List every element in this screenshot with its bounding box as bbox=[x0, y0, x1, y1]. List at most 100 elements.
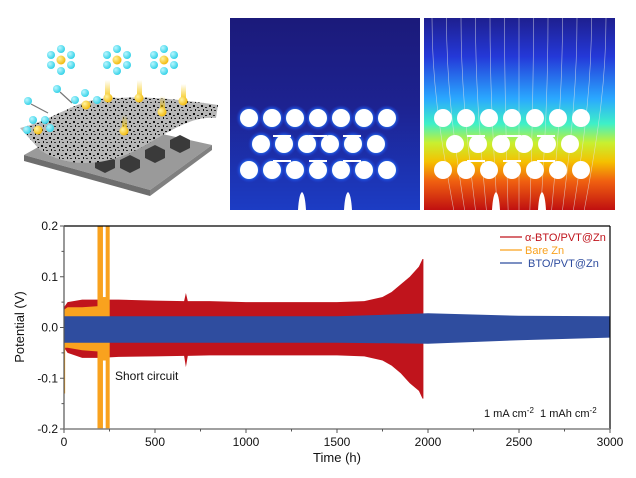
particle bbox=[503, 109, 521, 127]
particle bbox=[355, 109, 373, 127]
y-tick-label: 0.1 bbox=[41, 270, 58, 284]
desolvation-ions bbox=[23, 85, 101, 135]
x-tick-label: 2500 bbox=[506, 435, 533, 449]
particle bbox=[378, 109, 396, 127]
sheet-fragment bbox=[503, 160, 521, 162]
streamline bbox=[446, 18, 465, 210]
particle bbox=[286, 161, 304, 179]
streamline bbox=[540, 18, 549, 210]
dendrite-tip bbox=[492, 192, 500, 210]
x-tick-label: 1500 bbox=[324, 435, 351, 449]
particle bbox=[275, 135, 293, 153]
series-bto-envelope bbox=[64, 313, 610, 344]
particle bbox=[480, 161, 498, 179]
svg-text:BTO/PVT@Zn: BTO/PVT@Zn bbox=[528, 258, 599, 270]
particle bbox=[457, 161, 475, 179]
streamline bbox=[562, 18, 578, 210]
particle bbox=[263, 161, 281, 179]
particle bbox=[309, 109, 327, 127]
dendrite-tip bbox=[538, 192, 546, 210]
sheet-fragment bbox=[537, 160, 555, 162]
solvated-zn-clusters bbox=[47, 45, 178, 75]
sheet-fragment bbox=[537, 135, 555, 137]
streamline bbox=[529, 18, 534, 210]
particle bbox=[367, 135, 385, 153]
porous-coating-layer bbox=[20, 97, 218, 163]
sheet-fragment bbox=[467, 135, 485, 137]
particle bbox=[572, 161, 590, 179]
streamline bbox=[475, 18, 487, 210]
potential-map bbox=[424, 18, 615, 210]
x-tick-label: 3000 bbox=[597, 435, 624, 449]
x-tick-label: 2000 bbox=[415, 435, 442, 449]
svg-text:α-BTO/PVT@Zn: α-BTO/PVT@Zn bbox=[525, 232, 606, 244]
dendrite-tip bbox=[344, 192, 352, 210]
particle bbox=[344, 135, 362, 153]
sheet-fragment bbox=[343, 135, 361, 137]
y-axis-title: Potential (V) bbox=[12, 291, 27, 363]
particle bbox=[332, 109, 350, 127]
particle bbox=[434, 109, 452, 127]
streamline bbox=[489, 18, 498, 210]
sheet-fragment bbox=[273, 160, 291, 162]
particle bbox=[526, 161, 544, 179]
y-tick-label: -0.2 bbox=[37, 422, 58, 436]
zn-ion-beams bbox=[103, 80, 188, 136]
streamline bbox=[504, 18, 509, 210]
electric-field-map bbox=[230, 18, 420, 210]
particle bbox=[549, 161, 567, 179]
streamline bbox=[583, 18, 607, 210]
streamline bbox=[551, 18, 563, 210]
sheet-fragment bbox=[309, 160, 327, 162]
legend-item-bto: BTO/PVT@Zn bbox=[500, 258, 599, 270]
particle bbox=[538, 135, 556, 153]
particle bbox=[298, 135, 316, 153]
y-tick-label: 0.0 bbox=[41, 321, 58, 335]
particle bbox=[492, 135, 510, 153]
x-tick-label: 0 bbox=[61, 435, 68, 449]
x-tick-label: 500 bbox=[145, 435, 165, 449]
legend: α-BTO/PVT@Zn Bare Zn BTO/PVT@Zn bbox=[500, 232, 606, 270]
sheet-fragment bbox=[273, 135, 291, 137]
x-axis-title: Time (h) bbox=[313, 450, 361, 465]
particle bbox=[526, 109, 544, 127]
particle bbox=[355, 161, 373, 179]
particle bbox=[240, 109, 258, 127]
particle bbox=[457, 109, 475, 127]
series-layer bbox=[63, 226, 610, 429]
sheet-fragment bbox=[467, 160, 485, 162]
particle bbox=[252, 135, 270, 153]
sheet-fragment bbox=[309, 135, 327, 137]
streamline bbox=[431, 18, 455, 210]
particle bbox=[446, 135, 464, 153]
x-tick-label: 1000 bbox=[233, 435, 260, 449]
y-tick-label: 0.2 bbox=[41, 219, 58, 233]
streamline bbox=[573, 18, 592, 210]
particle bbox=[286, 109, 304, 127]
legend-item-alpha-bto: α-BTO/PVT@Zn bbox=[500, 232, 606, 244]
cycling-chart: 0 500 1000 1500 2000 2500 3000 -0.2 -0.1 0.0 0.1 0… bbox=[12, 219, 624, 465]
sheet-fragment bbox=[503, 135, 521, 137]
particle bbox=[434, 161, 452, 179]
particle bbox=[480, 109, 498, 127]
svg-text:Bare Zn: Bare Zn bbox=[525, 245, 564, 257]
sheet-fragment bbox=[343, 160, 361, 162]
particle bbox=[561, 135, 579, 153]
particle bbox=[332, 161, 350, 179]
streamline bbox=[460, 18, 476, 210]
particle bbox=[572, 109, 590, 127]
particle bbox=[469, 135, 487, 153]
particle bbox=[309, 161, 327, 179]
particle bbox=[378, 161, 396, 179]
legend-item-bare-zn: Bare Zn bbox=[500, 245, 564, 257]
test-condition-label: 1 mA cm-2 1 mAh cm-2 bbox=[484, 406, 597, 420]
particle bbox=[549, 109, 567, 127]
dendrite-tip bbox=[298, 192, 306, 210]
short-circuit-label: Short circuit bbox=[115, 369, 179, 383]
particle bbox=[515, 135, 533, 153]
particle bbox=[321, 135, 339, 153]
particle bbox=[503, 161, 521, 179]
coating-schematic bbox=[20, 45, 218, 196]
y-tick-label: -0.1 bbox=[37, 371, 58, 385]
particle bbox=[240, 161, 258, 179]
